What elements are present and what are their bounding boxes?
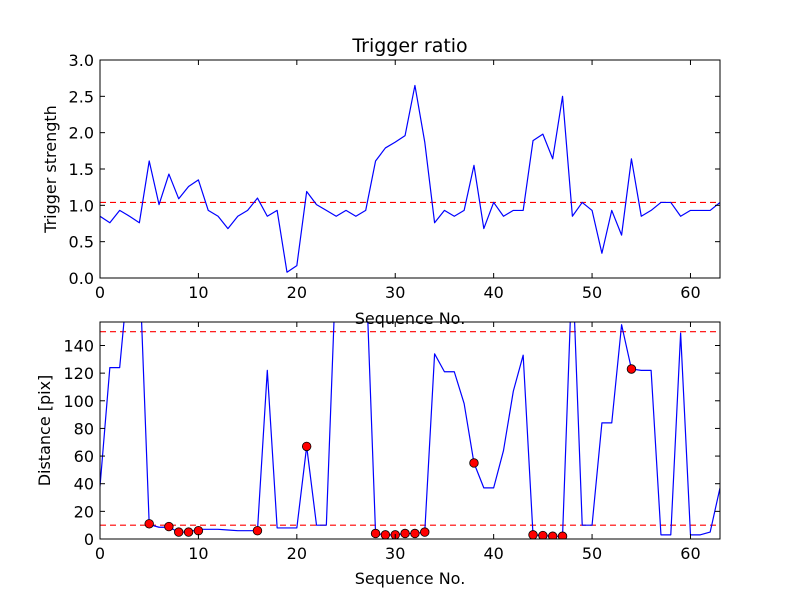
x-axis-label: Sequence No. [355,309,466,328]
plot-contents [100,84,720,273]
data-point [164,521,174,532]
data-point [626,364,637,374]
y-tick-label: 3.0 [69,51,94,70]
x-tick-label: 10 [188,544,208,563]
data-point [400,528,410,539]
x-tick-label: 60 [680,544,700,563]
x-tick-label: 40 [483,544,503,563]
chart-title: Trigger ratio [351,35,467,57]
y-tick-label: 0.5 [69,233,94,252]
y-tick-label: 140 [63,336,94,355]
y-axis-label: Trigger strength [41,105,60,234]
x-tick-label: 40 [483,283,503,302]
y-tick-label: 0 [84,530,94,549]
x-tick-label: 50 [582,283,602,302]
data-point [193,526,204,536]
y-axis-label: Distance [pix] [35,375,54,487]
axes-frame [99,321,721,540]
y-tick-label: 1.0 [69,196,94,215]
distance-chart: Sequence No. Distance [pix] 0 10 20 30 40 50 6… [35,321,721,588]
plot-area: 0 10 20 30 40 50 60 0 20 40 60 80 100 120 140 [63,321,721,563]
data-point [528,530,538,539]
data-point [252,526,263,536]
trigger-ratio-chart: Trigger ratio Sequence No. Trigger stren… [41,35,721,328]
y-tick-label: 80 [74,419,94,438]
data-point [410,528,420,539]
x-tick-label: 0 [95,544,105,563]
data-point [538,530,548,539]
data-point [183,527,194,537]
plot-contents [100,322,720,539]
x-tick-label: 30 [385,544,405,563]
y-tick-label: 40 [74,475,94,494]
x-tick-label: 0 [95,283,105,302]
data-point [301,441,312,452]
data-point [547,531,558,539]
series-line [100,84,720,273]
data-point [420,527,430,537]
data-point [469,458,479,468]
x-tick-label: 10 [188,283,208,302]
y-tick-label: 2.0 [69,124,94,143]
data-point [174,527,184,537]
x-tick-label: 20 [287,544,307,563]
data-point [370,528,381,539]
x-axis-label: Sequence No. [355,569,466,588]
y-tick-label: 20 [74,502,94,521]
x-tick-label: 30 [385,283,405,302]
data-point [557,531,568,539]
series-line [100,322,720,537]
y-tick-label: 2.5 [69,87,94,106]
y-tick-label: 100 [63,392,94,411]
data-point [380,530,391,539]
y-tick-label: 0.0 [69,269,94,288]
y-tick-label: 60 [74,447,94,466]
x-tick-label: 50 [582,544,602,563]
x-tick-label: 20 [287,283,307,302]
y-tick-label: 120 [63,364,94,383]
y-tick-label: 1.5 [69,160,94,179]
x-tick-label: 60 [680,283,700,302]
plot-area: 0 10 20 30 40 50 60 0.0 0.5 1.0 1.5 2.0 2.5 3.0 [69,51,721,302]
data-point [144,519,154,529]
